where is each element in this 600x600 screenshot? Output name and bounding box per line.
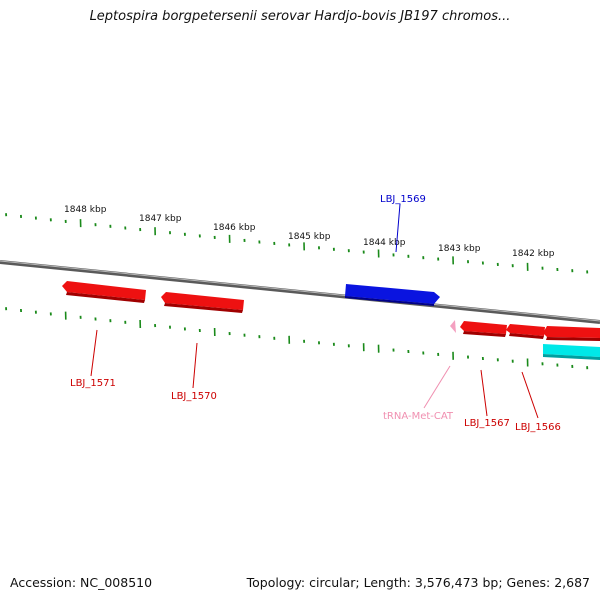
gene-lbj-1567[interactable] — [460, 321, 507, 337]
label-lbj-1566: LBJ_1566 — [515, 422, 561, 433]
tick-label-1847: 1847 kbp — [139, 214, 182, 224]
leader-lbj-1566 — [521, 371, 539, 419]
label-trna-met-cat: tRNA-Met-CAT — [383, 411, 454, 422]
tick-label-1842: 1842 kbp — [512, 249, 555, 259]
label-lbj-1570: LBJ_1570 — [171, 391, 217, 402]
genome-info-text: Topology: circular; Length: 3,576,473 bp… — [246, 575, 590, 590]
leader-lbj-1570 — [192, 342, 198, 389]
gene-lbj-1566[interactable] — [506, 324, 545, 339]
label-lbj-1567: LBJ_1567 — [464, 418, 510, 429]
tick-label-1845: 1845 kbp — [288, 232, 331, 242]
map-title: Leptospira borgpetersenii serovar Hardjo… — [89, 9, 511, 24]
genome-backbone — [0, 260, 600, 324]
gene-lbj-1565-partial[interactable] — [543, 326, 600, 341]
reverse-tick-track — [5, 307, 589, 370]
gene-lbj-1569[interactable] — [345, 284, 440, 306]
label-lbj-1571: LBJ_1571 — [70, 378, 116, 389]
tick-label-1848: 1848 kbp — [64, 205, 107, 215]
gene-cyan-partial[interactable] — [543, 344, 600, 360]
forward-tick-track — [5, 213, 589, 274]
gene-lbj-1570[interactable] — [161, 292, 244, 313]
gene-lbj-1571[interactable] — [62, 281, 146, 303]
tick-label-1846: 1846 kbp — [213, 223, 256, 233]
tick-label-1843: 1843 kbp — [438, 244, 481, 254]
gene-trna-met-cat[interactable] — [450, 320, 456, 333]
label-lbj-1569: LBJ_1569 — [380, 194, 426, 205]
leader-lbj-1571 — [90, 329, 98, 377]
tick-label-1844: 1844 kbp — [363, 238, 406, 248]
genome-backbone-highlight — [0, 260, 600, 322]
leader-lbj-1569 — [395, 203, 401, 253]
accession-text: Accession: NC_008510 — [10, 575, 153, 590]
leader-lbj-1567 — [480, 369, 488, 417]
leader-trna-met-cat — [423, 365, 451, 409]
